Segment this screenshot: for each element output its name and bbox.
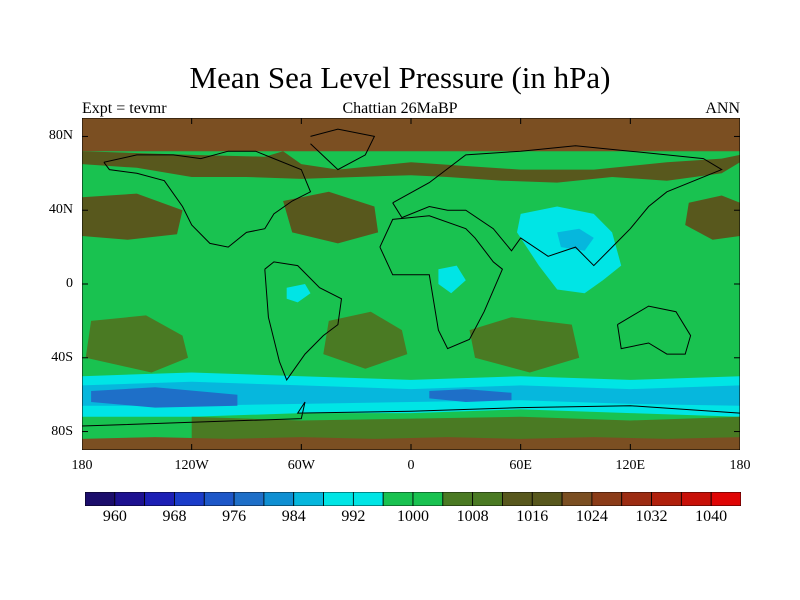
- contour-region-7: [469, 317, 580, 373]
- colorbar-label: 1008: [456, 508, 489, 525]
- coastline-0: [103, 150, 312, 248]
- coastline-3: [392, 145, 723, 267]
- contour-region-12: [517, 206, 622, 294]
- season-label: ANN: [705, 100, 740, 117]
- colorbar-label: 968: [162, 508, 187, 525]
- lat-tick-label: 40N: [48, 202, 73, 218]
- coastline-2: [310, 128, 376, 171]
- colorbar-swatch: [233, 492, 265, 506]
- colorbar-swatch: [412, 492, 444, 506]
- lon-tick-label: 60E: [509, 458, 532, 473]
- contour-region-6: [323, 311, 408, 369]
- lon-tick-label: 60W: [287, 458, 315, 473]
- lon-tick-label: 120E: [615, 458, 646, 473]
- colorbar-swatch: [382, 492, 414, 506]
- colorbar-swatch: [323, 492, 354, 506]
- colorbar-label: 1040: [695, 508, 728, 525]
- coastline-1: [264, 261, 343, 381]
- lon-tick-label: 180: [729, 458, 751, 473]
- colorbar-label: 992: [341, 508, 366, 525]
- colorbar-label: 960: [102, 508, 127, 525]
- colorbar-swatch: [203, 492, 235, 506]
- colorbar-swatch: [85, 492, 116, 506]
- experiment-label: Expt = tevmr: [82, 100, 167, 117]
- lon-tick-label: 0: [407, 458, 415, 473]
- coastline-6: [82, 401, 740, 427]
- colorbar-swatch: [352, 492, 384, 506]
- lat-tick-label: 40S: [51, 349, 73, 365]
- colorbar-swatch: [591, 492, 623, 506]
- colorbar-label: 1024: [575, 508, 608, 525]
- chart-title: Mean Sea Level Pressure (in hPa): [189, 60, 611, 95]
- lat-tick-label: 80N: [48, 128, 73, 144]
- contour-region-9: [82, 381, 740, 406]
- colorbar-swatch: [442, 492, 474, 506]
- colorbar-label: 984: [281, 508, 306, 525]
- colorbar-swatch: [293, 492, 324, 506]
- colorbar-swatch: [472, 492, 503, 506]
- colorbar-swatch: [531, 492, 563, 506]
- colorbar-swatch: [174, 492, 205, 506]
- lat-tick-label: 80S: [51, 423, 73, 439]
- contour-region-15: [557, 228, 594, 251]
- colorbar-swatch: [502, 492, 533, 506]
- axis-ticks: [82, 118, 740, 450]
- colorbar-swatch: [561, 492, 593, 506]
- lat-tick-label: 0: [66, 276, 73, 291]
- colorbar-swatch: [680, 492, 712, 506]
- contour-region-1: [82, 151, 740, 183]
- pressure-map: [82, 118, 740, 450]
- contour-region-4: [685, 195, 740, 240]
- contour-region-11: [429, 389, 512, 402]
- lon-tick-label: 180: [71, 458, 93, 473]
- colorbar-label: 1016: [516, 508, 549, 525]
- colorbar-swatch: [144, 492, 175, 506]
- coastlines: [82, 128, 740, 427]
- coastline-4: [379, 215, 504, 350]
- contour-region-14: [286, 284, 311, 303]
- colorbar-swatch: [710, 492, 741, 506]
- contour-region-5: [85, 315, 188, 373]
- colorbar: [85, 492, 741, 506]
- contour-region-17: [82, 437, 740, 450]
- contour-region-10: [91, 387, 238, 408]
- colorbar-label: 1000: [397, 508, 429, 525]
- contour-region-0: [82, 118, 740, 152]
- colorbar-swatch: [621, 492, 652, 506]
- colorbar-label: 1032: [635, 508, 668, 525]
- period-label: Chattian 26MaBP: [342, 100, 458, 117]
- colorbar-swatch: [651, 492, 682, 506]
- coastline-5: [617, 305, 692, 355]
- colorbar-label: 976: [222, 508, 247, 525]
- contour-region-16: [191, 416, 740, 443]
- contour-region-3: [283, 191, 379, 244]
- pressure-contours: [82, 118, 740, 450]
- contour-region-2: [82, 193, 183, 240]
- colorbar-swatch: [114, 492, 146, 506]
- lon-tick-label: 120W: [174, 458, 209, 473]
- contour-region-13: [438, 265, 466, 294]
- colorbar-swatch: [263, 492, 295, 506]
